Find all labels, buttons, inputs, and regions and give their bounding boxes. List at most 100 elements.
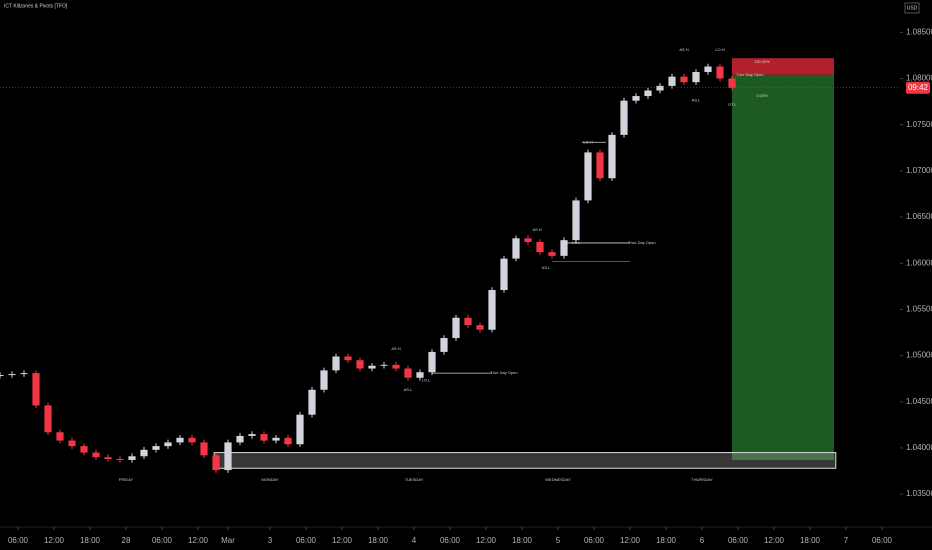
candle-body [140, 449, 148, 457]
candle-body [284, 437, 292, 445]
annotation: LO.L [422, 378, 431, 383]
candle-body [68, 440, 76, 447]
candle-body [596, 152, 604, 179]
candle-body [692, 72, 700, 83]
candle-body [512, 238, 520, 259]
candle-body [248, 434, 256, 436]
candle-body [224, 442, 232, 471]
y-tick-label: 1.07500 [906, 120, 932, 129]
candle-body [332, 356, 340, 371]
candle-body [32, 373, 40, 406]
target-zone [732, 74, 834, 460]
session-label: MONDAY [261, 477, 279, 482]
x-tick-label: 4 [412, 536, 417, 545]
session-label: WEDNESDAY [545, 477, 571, 482]
candle-body [584, 152, 592, 201]
annotation: True Day Open [628, 240, 655, 245]
x-tick-label: 06:00 [872, 536, 893, 545]
candle-body [200, 442, 208, 456]
y-tick-label: 1.04000 [906, 443, 932, 452]
annotation: True Day Open [490, 370, 517, 375]
annotation: AS.L [404, 387, 413, 392]
y-tick-label: 1.05000 [906, 351, 932, 360]
candle-body [476, 325, 484, 330]
y-tick-label: 1.06500 [906, 212, 932, 221]
x-tick-label: 06:00 [440, 536, 461, 545]
x-tick-label: 06:00 [296, 536, 317, 545]
candle-body [296, 414, 304, 445]
y-tick-label: 1.05500 [906, 305, 932, 314]
price-label-box [906, 81, 930, 94]
annotation: 100.00% [754, 59, 770, 64]
stop-zone [732, 58, 834, 75]
annotation: LO.H [583, 139, 592, 144]
x-tick-label: 18:00 [80, 536, 101, 545]
zone [213, 452, 837, 469]
candle-body [380, 364, 388, 366]
candle-body [608, 134, 616, 179]
x-tick-label: 12:00 [476, 536, 497, 545]
candle-body [308, 389, 316, 415]
candle-body [428, 351, 436, 373]
session-label: FRIDAY [119, 477, 134, 482]
currency: USD [907, 5, 918, 11]
candle-body [0, 374, 4, 376]
candle-body [260, 434, 268, 441]
candle-body [344, 356, 352, 361]
candle-body [548, 252, 556, 256]
candle-body [44, 405, 52, 433]
x-tick-label: 5 [556, 536, 561, 545]
candle-body [704, 66, 712, 73]
candle-body [488, 290, 496, 330]
x-tick-label: 7 [844, 536, 849, 545]
candle-body [80, 446, 88, 453]
candle-body [560, 240, 568, 256]
candle-body [536, 241, 544, 253]
annotation: AS.L [692, 98, 701, 103]
candle-body [188, 437, 196, 443]
x-tick-label: 06:00 [8, 536, 29, 545]
candle-body [104, 457, 112, 460]
candle-body [368, 365, 376, 369]
candle-body [668, 76, 676, 86]
candle-body [176, 437, 184, 443]
candle-body [272, 437, 280, 441]
candle-body [152, 446, 160, 450]
x-tick-label: 6 [700, 536, 705, 545]
x-tick-label: 06:00 [152, 536, 173, 545]
x-tick-label: 3 [268, 536, 273, 545]
candle-body [128, 456, 136, 460]
candle-body [680, 76, 688, 83]
price-label: 09:42 [908, 83, 929, 92]
candle-body [404, 368, 412, 378]
y-tick-label: 1.07000 [906, 166, 932, 175]
x-tick-label: 18:00 [656, 536, 677, 545]
annotation: AS.L [542, 265, 551, 270]
indicator-title: ICT Killzones & Pivots [TFO] [4, 3, 68, 9]
x-tick-label: 06:00 [584, 536, 605, 545]
candle-body [440, 338, 448, 352]
x-tick-label: 12:00 [620, 536, 641, 545]
candle-body [464, 317, 472, 326]
x-tick-label: 18:00 [512, 536, 533, 545]
annotation: AS.H [391, 346, 400, 351]
candle-body [392, 364, 400, 369]
annotation: AS.H [679, 47, 688, 52]
candle-body [716, 66, 724, 79]
candle-body [320, 370, 328, 390]
y-tick-label: 1.04500 [906, 397, 932, 406]
x-tick-label: Mar [221, 536, 235, 545]
x-tick-label: 12:00 [764, 536, 785, 545]
session-label: THURSDAY [691, 477, 713, 482]
candle-body [620, 100, 628, 135]
annotation: 0.00% [756, 93, 768, 98]
annotation: LO.L [572, 240, 581, 245]
candle-body [524, 238, 532, 242]
candle-body [212, 455, 220, 471]
candle-body [572, 200, 580, 241]
candle-body [356, 360, 364, 369]
currency-box [904, 2, 920, 14]
annotation: LO.H [715, 47, 724, 52]
